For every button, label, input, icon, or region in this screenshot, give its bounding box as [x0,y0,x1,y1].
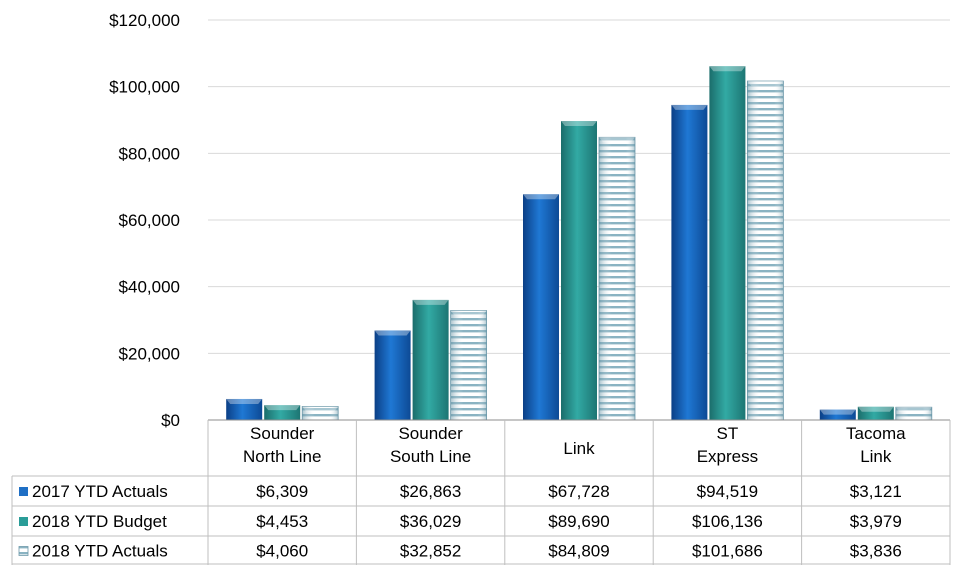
category-label: Sounder [250,424,315,443]
y-tick-label: $80,000 [119,144,180,163]
bar [857,406,894,420]
bar-shade [747,81,784,421]
bar [819,409,856,420]
bar-bevel [895,407,932,413]
y-tick-label: $100,000 [109,78,180,97]
legend-label: 2018 YTD Actuals [32,542,168,561]
bar-bevel [412,299,449,305]
bar-shade [895,407,932,420]
data-label: $89,690 [548,512,609,531]
data-table: Sounder North Line Sounder South Line Link ST… [11,419,951,565]
bar [523,194,559,420]
data-label: $101,686 [692,542,763,561]
bar [561,121,597,421]
bar [747,80,784,421]
bar [264,405,301,420]
bar-bevel [747,81,784,87]
bar [374,330,411,420]
bars [226,66,933,421]
data-label: $67,728 [548,482,609,501]
bar [301,406,339,421]
y-tick-label: $40,000 [119,278,180,297]
bar [895,406,933,421]
bar-shade [450,310,487,420]
bar-bevel [264,405,301,411]
bar-body [561,121,597,421]
bar-bevel [857,406,894,412]
bar-body [374,330,411,420]
bar-bevel [819,409,856,415]
bar-body [412,299,449,420]
data-label: $4,453 [256,512,308,531]
bar-shade [302,406,339,420]
bar-body [226,398,263,420]
category-label: North Line [243,447,321,466]
y-tick-label: $120,000 [109,11,180,30]
bar-bevel [709,66,746,72]
bar [450,310,488,421]
bar [709,66,746,421]
data-label: $106,136 [692,512,763,531]
data-label: $3,836 [850,542,902,561]
bar-body [709,66,746,421]
category-label: Express [697,447,758,466]
bar-body [264,405,301,420]
bar-bevel [374,330,411,336]
legend-entry: 2018 YTD Actuals [18,542,168,561]
data-label: $84,809 [548,542,609,561]
legend-label: 2017 YTD Actuals [32,482,168,501]
category-label: Sounder [398,424,463,443]
bar-bevel [226,398,263,404]
legend-key [19,517,28,526]
bar [671,104,708,420]
bar-bevel [302,406,339,412]
data-label: $32,852 [400,542,461,561]
bar-bevel [450,310,487,316]
bar [412,299,449,420]
bar-body [857,406,894,420]
bar-bevel [561,121,597,127]
data-label: $6,309 [256,482,308,501]
data-label: $26,863 [400,482,461,501]
bar-body [819,409,856,420]
category-label: ST [717,424,739,443]
category-label: Tacoma [846,424,906,443]
bar-bevel [523,194,559,200]
data-label: $3,979 [850,512,902,531]
legend-entry: 2018 YTD Budget [19,512,167,531]
legend-entry: 2017 YTD Actuals [19,482,168,501]
data-label: $3,121 [850,482,902,501]
data-label: $4,060 [256,542,308,561]
bar [598,136,636,421]
legend-key [18,546,29,556]
data-label: $36,029 [400,512,461,531]
legend-label: 2018 YTD Budget [32,512,167,531]
bar-body [523,194,559,420]
bar-bevel [671,104,708,110]
legend-key [19,487,28,496]
bar-bevel [599,137,635,143]
data-label: $94,519 [697,482,758,501]
bar-shade [599,137,635,420]
bar [226,398,263,420]
y-axis-tick-labels: $0 $20,000 $40,000 $60,000 $80,000 $100,000 $1… [109,11,180,430]
y-tick-label: $0 [161,411,180,430]
category-label: South Line [390,447,471,466]
category-label: Link [860,447,892,466]
category-label: Link [563,439,595,458]
y-tick-label: $60,000 [119,211,180,230]
y-tick-label: $20,000 [119,344,180,363]
bar-body [671,104,708,420]
